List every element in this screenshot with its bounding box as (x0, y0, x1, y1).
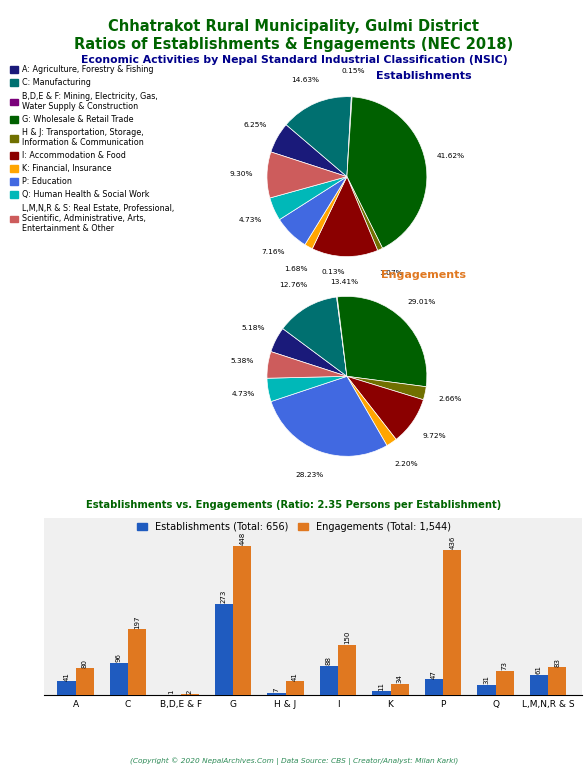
Text: Chhatrakot Rural Municipality, Gulmi District: Chhatrakot Rural Municipality, Gulmi Dis… (109, 19, 479, 35)
Text: (Copyright © 2020 NepalArchives.Com | Data Source: CBS | Creator/Analyst: Milan : (Copyright © 2020 NepalArchives.Com | Da… (130, 757, 458, 765)
Wedge shape (271, 376, 387, 456)
Wedge shape (271, 124, 347, 177)
Wedge shape (347, 177, 383, 250)
Text: 83: 83 (554, 657, 560, 667)
Text: 61: 61 (536, 665, 542, 674)
Text: 150: 150 (344, 631, 350, 644)
Wedge shape (347, 97, 427, 248)
Text: 14.63%: 14.63% (292, 77, 319, 83)
Text: 7.16%: 7.16% (261, 249, 285, 255)
Text: 4.73%: 4.73% (231, 392, 255, 397)
Wedge shape (305, 177, 347, 249)
Text: 9.72%: 9.72% (422, 433, 446, 439)
Text: 41: 41 (64, 672, 69, 680)
Wedge shape (338, 296, 427, 387)
Wedge shape (347, 376, 426, 400)
Text: 0.15%: 0.15% (342, 68, 365, 74)
Text: 34: 34 (397, 674, 403, 683)
Wedge shape (312, 177, 377, 257)
Bar (477, 685, 496, 695)
Bar (548, 667, 566, 695)
Bar (338, 645, 356, 695)
Text: 448: 448 (239, 531, 245, 545)
Wedge shape (270, 177, 347, 220)
Text: 31: 31 (483, 675, 489, 684)
Wedge shape (347, 376, 396, 445)
Bar (215, 604, 233, 695)
Legend: A: Agriculture, Forestry & Fishing, C: Manufacturing, B,D,E & F: Mining, Electri: A: Agriculture, Forestry & Fishing, C: M… (10, 65, 174, 233)
Text: 5.18%: 5.18% (242, 325, 265, 331)
Text: 96: 96 (116, 654, 122, 662)
Text: 6.25%: 6.25% (243, 122, 266, 128)
Text: 41.62%: 41.62% (436, 153, 465, 159)
Text: 88: 88 (326, 656, 332, 665)
Legend: Establishments (Total: 656), Engagements (Total: 1,544): Establishments (Total: 656), Engagements… (133, 518, 455, 535)
Bar (320, 666, 338, 695)
Bar (76, 668, 94, 695)
Text: 13.41%: 13.41% (330, 279, 358, 285)
Text: 2.20%: 2.20% (394, 461, 417, 467)
Bar (496, 670, 514, 695)
Text: 2: 2 (187, 690, 193, 694)
Bar (530, 675, 548, 695)
Text: 273: 273 (221, 590, 227, 604)
Bar (390, 684, 409, 695)
Bar (57, 681, 76, 695)
Wedge shape (347, 376, 423, 439)
Bar (443, 550, 462, 695)
Bar (286, 681, 304, 695)
Wedge shape (283, 297, 347, 376)
Wedge shape (267, 376, 347, 402)
Bar (233, 546, 252, 695)
Text: 47: 47 (431, 670, 437, 679)
Text: Engagements: Engagements (381, 270, 466, 280)
Wedge shape (336, 297, 347, 376)
Bar (425, 680, 443, 695)
Text: 1.68%: 1.68% (285, 266, 308, 272)
Bar (372, 691, 390, 695)
Text: 11: 11 (378, 682, 385, 690)
Text: 12.76%: 12.76% (279, 283, 308, 288)
Text: 4.73%: 4.73% (239, 217, 262, 223)
Wedge shape (271, 329, 347, 376)
Bar (110, 663, 128, 695)
Text: 80: 80 (82, 659, 88, 667)
Text: 73: 73 (502, 661, 507, 670)
Text: 1.07%: 1.07% (379, 270, 403, 276)
Wedge shape (347, 97, 352, 177)
Text: 2.66%: 2.66% (439, 396, 462, 402)
Bar (128, 630, 146, 695)
Text: Ratios of Establishments & Engagements (NEC 2018): Ratios of Establishments & Engagements (… (74, 37, 514, 52)
Text: Economic Activities by Nepal Standard Industrial Classification (NSIC): Economic Activities by Nepal Standard In… (81, 55, 507, 65)
Text: 41: 41 (292, 672, 298, 680)
Text: Establishments: Establishments (376, 71, 471, 81)
Bar (267, 693, 286, 695)
Text: 28.23%: 28.23% (295, 472, 323, 478)
Wedge shape (286, 97, 352, 177)
Text: 197: 197 (134, 615, 141, 629)
Text: 9.30%: 9.30% (230, 171, 253, 177)
Text: 29.01%: 29.01% (407, 299, 436, 305)
Text: 5.38%: 5.38% (230, 358, 254, 364)
Text: 1: 1 (168, 690, 175, 694)
Wedge shape (267, 152, 347, 198)
Text: 436: 436 (449, 536, 455, 549)
Text: 0.13%: 0.13% (322, 269, 345, 275)
Text: 7: 7 (273, 687, 279, 692)
Wedge shape (279, 177, 347, 245)
Text: Establishments vs. Engagements (Ratio: 2.35 Persons per Establishment): Establishments vs. Engagements (Ratio: 2… (86, 500, 502, 510)
Wedge shape (267, 352, 347, 378)
